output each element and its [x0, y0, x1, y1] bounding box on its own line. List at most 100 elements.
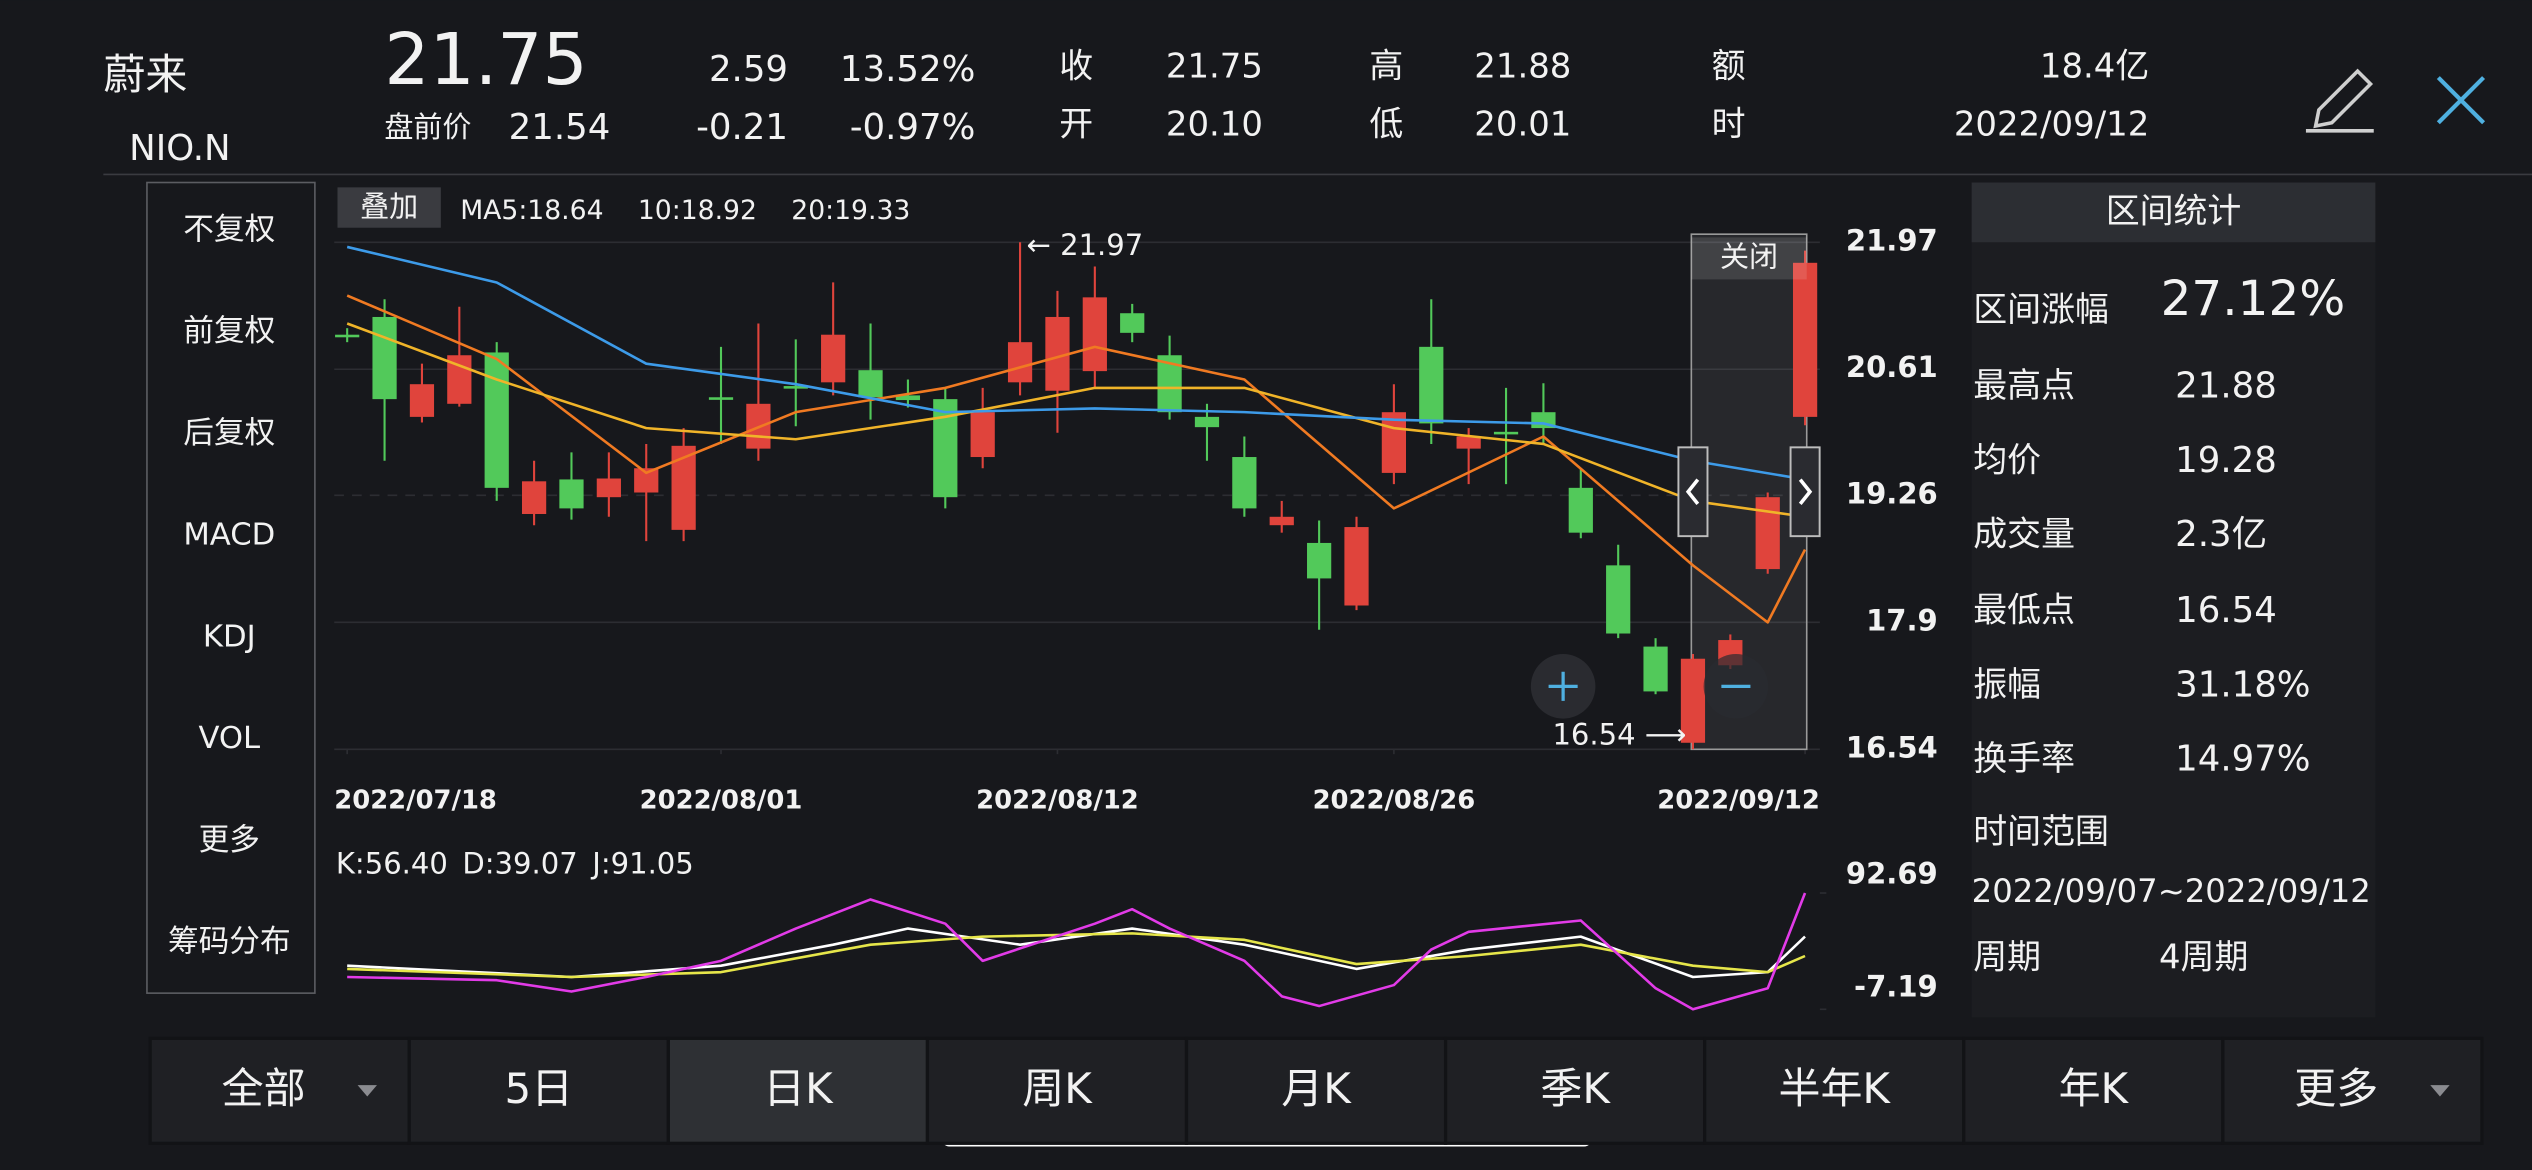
period-tab-label[interactable]: 更多: [2294, 1064, 2378, 1113]
menu-item[interactable]: MACD: [183, 518, 275, 553]
stats-value: 16.54: [2175, 590, 2277, 631]
candle-body: [1120, 313, 1145, 333]
stats-label: 周期: [1973, 938, 2041, 977]
overlay-label[interactable]: 叠加: [360, 189, 418, 223]
quote-value: 2022/09/12: [1954, 104, 2149, 143]
stats-value: 4周期: [2159, 938, 2248, 977]
quote-label: 低: [1369, 104, 1403, 143]
candle-body: [1792, 262, 1818, 417]
menu-item[interactable]: 筹码分布: [168, 925, 291, 960]
period-tab[interactable]: [1443, 1036, 1707, 1145]
range-handle[interactable]: [1789, 446, 1821, 538]
close-selection-button[interactable]: [1691, 237, 1807, 280]
stats-label: 最高点: [1973, 366, 2075, 405]
stats-value: 31.18%: [2175, 664, 2310, 705]
candle-body: [1456, 436, 1481, 449]
period-tab-label[interactable]: 年K: [2059, 1064, 2130, 1113]
indicator-label: D:39.07: [462, 847, 577, 881]
menu-item[interactable]: KDJ: [203, 619, 256, 654]
menu-item[interactable]: VOL: [198, 721, 260, 756]
pencil-icon: [2313, 68, 2374, 129]
menu-item[interactable]: 更多: [199, 823, 260, 858]
candle-body: [1307, 542, 1332, 579]
close-selection-label[interactable]: 关闭: [1720, 239, 1778, 273]
stats-value: 2022/09/07~2022/09/12: [1972, 872, 2371, 910]
candle-body: [484, 352, 509, 488]
ma-label: 20:19.33: [791, 195, 910, 226]
quote-value: 21.88: [1474, 46, 1571, 85]
x-tick-label: 2022/09/12: [1657, 785, 1820, 815]
period-tab-label[interactable]: 日K: [763, 1064, 834, 1113]
stats-value: 2.3亿: [2175, 514, 2267, 555]
last-price: 21.75: [384, 18, 587, 101]
stats-label: 换手率: [1973, 739, 2075, 778]
stats-label: 均价: [1973, 440, 2041, 479]
left-menu-frame: [146, 181, 316, 994]
price-change-pct: 13.52%: [840, 49, 975, 90]
quote-label: 时: [1712, 104, 1746, 143]
stats-label: 振幅: [1973, 665, 2041, 704]
menu-item[interactable]: 后复权: [183, 416, 275, 451]
candle-body: [708, 397, 734, 400]
period-tab[interactable]: [666, 1036, 930, 1145]
range-handle[interactable]: [1677, 446, 1709, 538]
period-tab[interactable]: [925, 1036, 1189, 1145]
quote-value: 21.75: [1166, 46, 1263, 85]
premarket-change: -0.21: [696, 107, 788, 148]
ma-line: [346, 294, 1807, 624]
stats-label: 成交量: [1973, 515, 2075, 554]
candle-body: [1680, 658, 1706, 743]
candle-body: [372, 316, 397, 400]
stats-panel: [1971, 182, 2376, 1018]
x-tick-label: 2022/08/01: [640, 785, 803, 815]
candle-body: [1082, 297, 1107, 372]
menu-item[interactable]: 前复权: [183, 314, 275, 349]
stats-label: 时间范围: [1973, 812, 2109, 851]
period-tab[interactable]: [407, 1036, 670, 1145]
candle-body: [1344, 527, 1369, 606]
period-tab[interactable]: [2221, 1036, 2484, 1145]
indicator-label: K:56.40: [336, 847, 448, 881]
candle-body: [1606, 565, 1631, 634]
candle-body: [933, 399, 958, 498]
period-tab-label[interactable]: 周K: [1022, 1064, 1093, 1113]
candle-body: [1269, 516, 1294, 526]
stats-value: 19.28: [2175, 440, 2277, 481]
indicator-y-label: 92.69: [1846, 856, 1938, 890]
stats-label: 区间涨幅: [1973, 290, 2109, 329]
indicator-line: [347, 892, 1807, 1011]
period-tab-label[interactable]: 全部: [222, 1064, 306, 1113]
candle-body: [521, 481, 547, 514]
candle-body: [1643, 646, 1668, 692]
stock-name: 蔚来: [103, 50, 187, 99]
period-tab[interactable]: [1962, 1036, 2225, 1145]
candle-body: [858, 370, 883, 398]
handle-arrow: [1685, 478, 1700, 505]
period-tab-label[interactable]: 月K: [1281, 1064, 1352, 1113]
quote-label: 高: [1369, 46, 1403, 85]
premarket-change-pct: -0.97%: [850, 107, 976, 148]
menu-item[interactable]: 不复权: [183, 212, 275, 247]
edit-button[interactable]: [2305, 68, 2374, 133]
quote-value: 20.10: [1166, 104, 1263, 143]
period-tab-label[interactable]: 季K: [1540, 1064, 1611, 1113]
candle-body: [1381, 412, 1407, 473]
x-tick-label: 2022/07/18: [334, 785, 497, 815]
stats-title: 区间统计: [2106, 192, 2242, 231]
candle-body: [1232, 457, 1257, 509]
candle-body: [895, 395, 921, 401]
overlay-button[interactable]: [337, 187, 441, 228]
ma-line: [346, 245, 1806, 481]
candle-body: [409, 384, 435, 417]
close-button[interactable]: [2436, 76, 2486, 125]
candle-body: [1194, 416, 1220, 428]
ma-line: [346, 322, 1806, 519]
y-tick-label: 19.26: [1846, 476, 1938, 510]
x-tick-label: 2022/08/12: [976, 785, 1139, 815]
period-tab-label[interactable]: 5日: [504, 1064, 573, 1113]
close-icon: [2436, 76, 2486, 125]
candle-body: [1493, 431, 1519, 435]
zoom-in-icon: [1548, 671, 1578, 701]
period-tab-label[interactable]: 半年K: [1778, 1064, 1891, 1113]
